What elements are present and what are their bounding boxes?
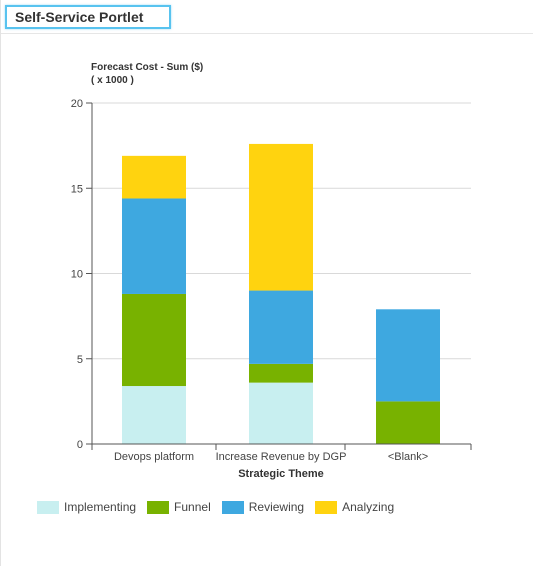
bar-segment[interactable] [122,386,186,444]
bar-segment[interactable] [122,293,186,387]
bar-segment[interactable] [249,290,313,364]
bar-segment[interactable] [249,143,313,291]
legend-label: Funnel [174,500,211,514]
chart-legend: Implementing Funnel Reviewing Analyzing [37,500,405,514]
legend-swatch [37,500,59,514]
legend-label: Analyzing [342,500,395,514]
x-axis-title: Strategic Theme [238,468,324,480]
portlet-title: Self-Service Portlet [15,9,144,25]
legend-item[interactable]: Reviewing [221,500,305,514]
y-tick-label: 5 [77,354,83,366]
bar-segment[interactable] [249,382,313,444]
legend-item[interactable]: Funnel [147,500,211,514]
legend-item[interactable]: Analyzing [315,500,394,514]
bar-segment[interactable] [249,363,313,383]
y-tick-label: 15 [71,183,83,195]
y-tick-label: 10 [71,269,83,281]
legend-swatch [315,500,338,514]
legend-label: Implementing [64,500,137,514]
bar-segment[interactable] [122,198,186,294]
y-tick-label: 20 [71,98,83,110]
y-axis-title: Forecast Cost - Sum ($) [91,62,204,73]
legend-swatch [221,500,244,514]
bar-segment[interactable] [122,155,186,199]
legend-item[interactable]: Implementing [37,500,136,514]
bar-segment[interactable] [376,309,440,402]
legend-label: Reviewing [248,500,305,514]
x-tick-label: Devops platform [114,451,194,463]
header-divider [1,33,533,34]
x-tick-label: <Blank> [388,451,428,463]
y-axis-unit: ( x 1000 ) [91,75,134,86]
y-tick-label: 0 [77,439,83,451]
x-tick-label: Increase Revenue by DGP [216,451,347,463]
legend-swatch [147,500,170,514]
portlet-header[interactable]: Self-Service Portlet [5,5,171,29]
bar-segment[interactable] [376,401,440,444]
